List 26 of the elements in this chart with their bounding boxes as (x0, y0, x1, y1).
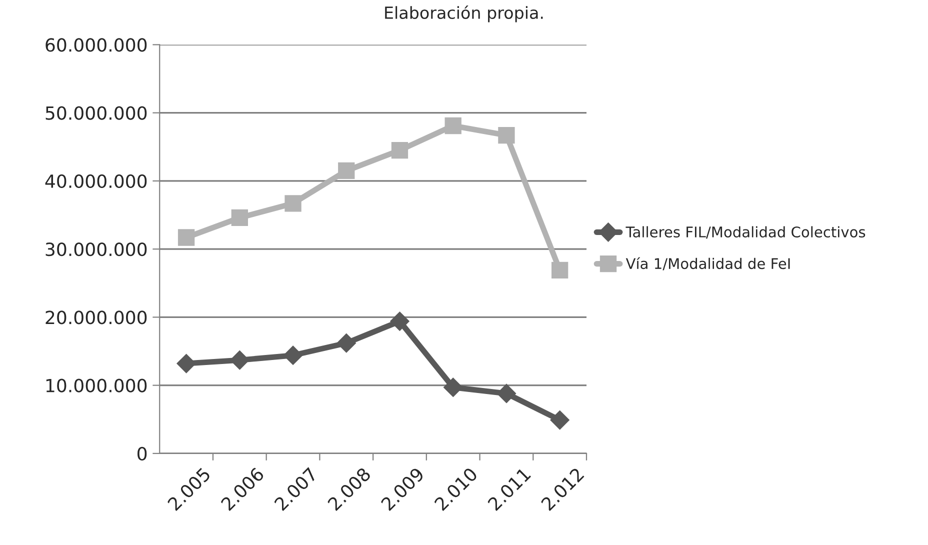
y-tick-label: 50.000.000 (46, 106, 147, 120)
point (444, 117, 462, 134)
point (551, 262, 568, 279)
y-tick-label: 40.000.000 (45, 174, 147, 188)
point (338, 162, 355, 180)
point (176, 354, 196, 374)
point (498, 126, 515, 144)
y-tick-label: 60.000.000 (46, 38, 147, 52)
point (391, 142, 408, 159)
y-tick-label: 30.000.000 (46, 242, 147, 256)
point (284, 195, 302, 212)
y-tick-label: 10.000.000 (46, 378, 147, 392)
point (336, 334, 356, 353)
point (230, 350, 250, 370)
point (496, 384, 516, 404)
point (283, 346, 303, 365)
point (178, 229, 195, 246)
y-tick-label: 0 (138, 446, 147, 461)
legend-label: Vía 1/Modalidad de FeI (626, 257, 790, 270)
point (550, 410, 570, 430)
y-tick-label: 20.000.000 (46, 310, 147, 324)
point (231, 209, 248, 226)
point (390, 312, 410, 331)
legend-label: Talleres FIL/Modalidad Colectivos (626, 226, 866, 239)
point (444, 378, 463, 397)
text: Elaboración propia. (385, 5, 543, 22)
